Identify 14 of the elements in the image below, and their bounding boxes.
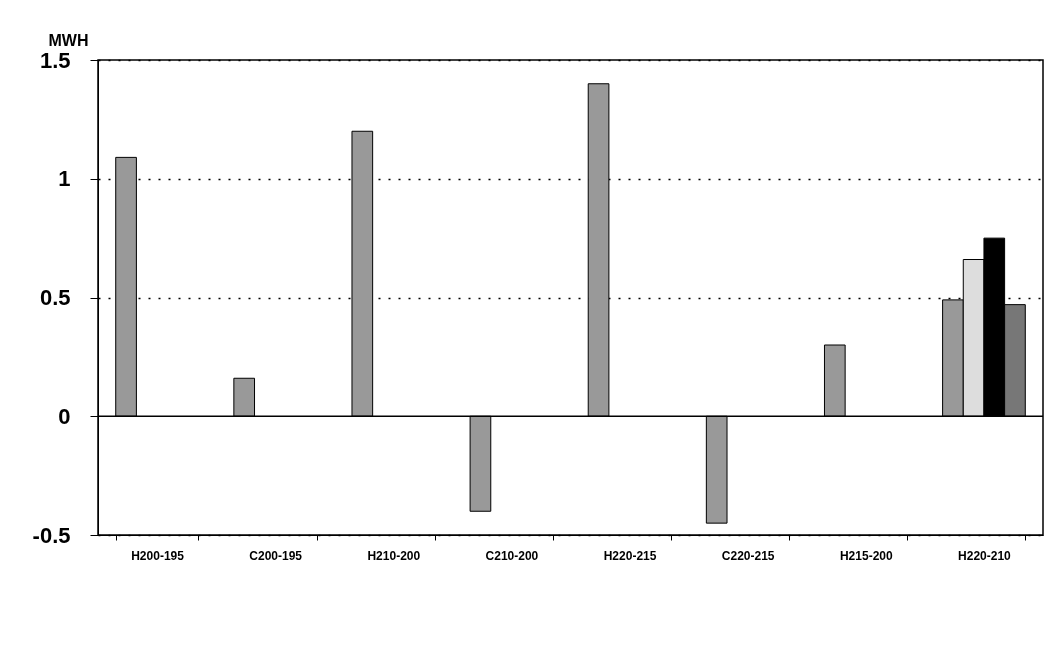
x-tick-label: H215-200 (839, 548, 893, 563)
x-tick-label: C200-195 (249, 548, 303, 563)
x-tick-label: C220-215 (721, 548, 775, 563)
y-tick-label: 0 (58, 403, 71, 429)
x-tick-label: H220-210 (958, 548, 1012, 563)
y-tick-label: 1 (58, 166, 71, 192)
x-tick-label: H220-215 (603, 548, 657, 563)
y-tick-label: -0.5 (32, 522, 71, 548)
y-axis-title: MWH (48, 31, 89, 49)
x-tick-label: C210-200 (485, 548, 539, 563)
x-tick-label: H210-200 (367, 548, 421, 563)
y-tick-label: 1.5 (39, 47, 71, 73)
y-tick-label: 0.5 (39, 285, 71, 310)
x-tick-label: H200-195 (131, 548, 185, 563)
